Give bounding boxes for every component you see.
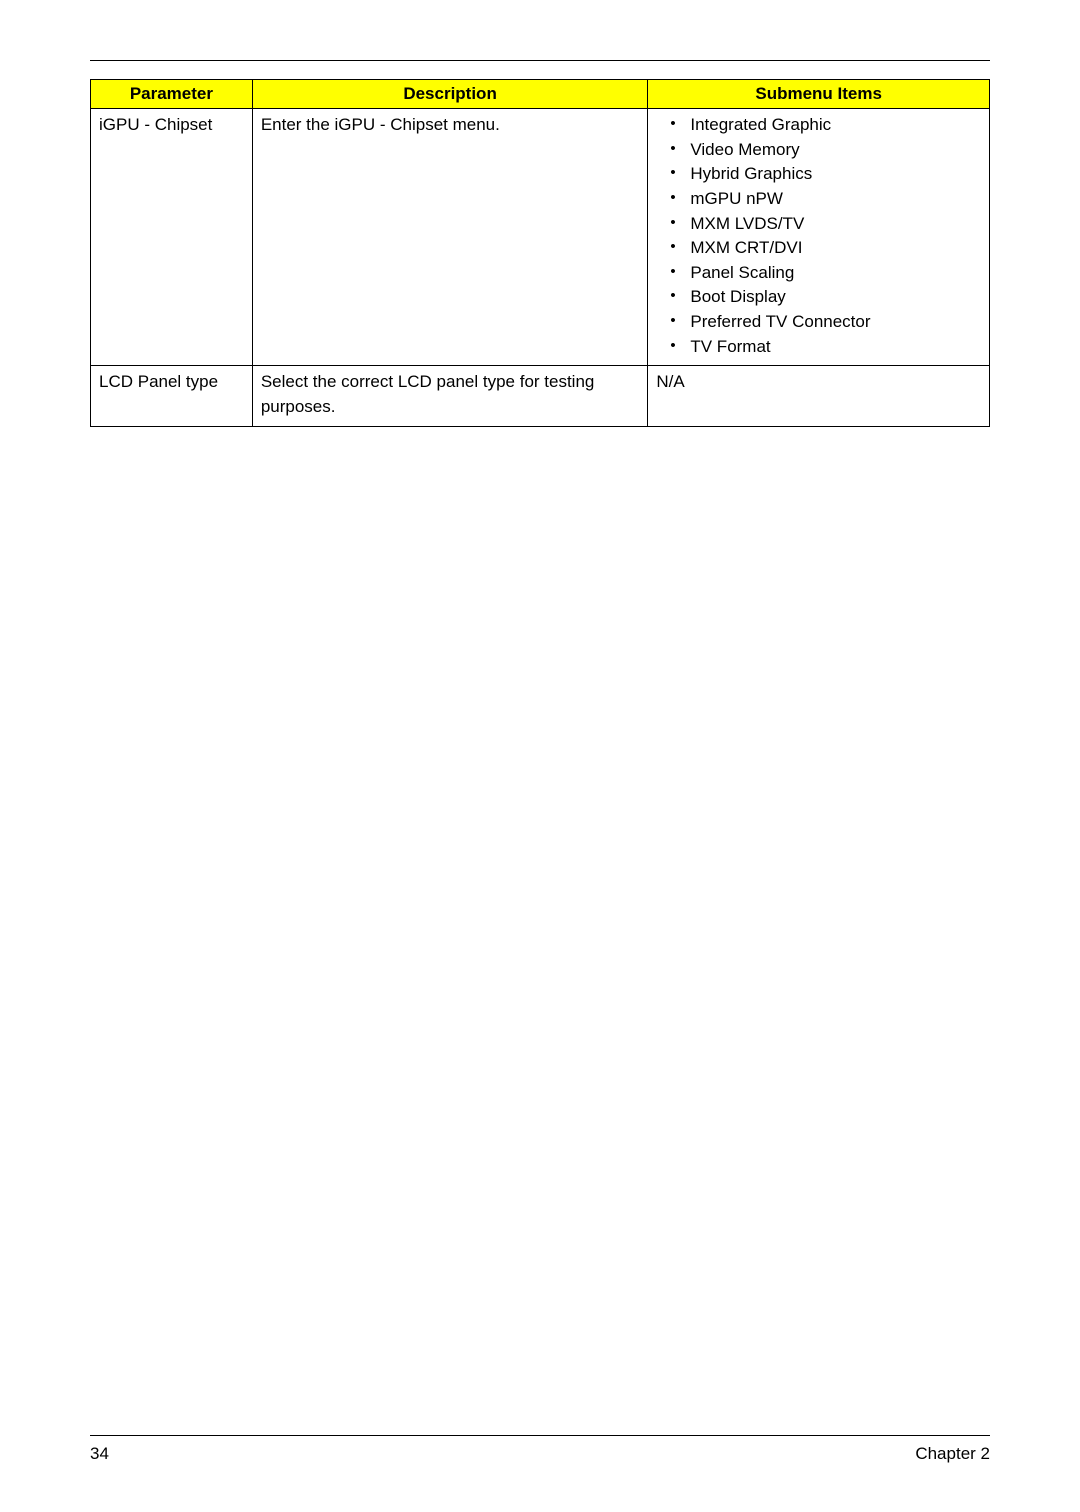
list-item: Panel Scaling: [656, 261, 981, 286]
chapter-label: Chapter 2: [915, 1444, 990, 1464]
cell-parameter: LCD Panel type: [91, 366, 253, 426]
table-row: LCD Panel type Select the correct LCD pa…: [91, 366, 990, 426]
cell-submenu: Integrated Graphic Video Memory Hybrid G…: [648, 109, 990, 366]
list-item: MXM LVDS/TV: [656, 212, 981, 237]
list-item: Hybrid Graphics: [656, 162, 981, 187]
list-item: Integrated Graphic: [656, 113, 981, 138]
rule-top: [90, 60, 990, 61]
header-description: Description: [252, 80, 648, 109]
table-header-row: Parameter Description Submenu Items: [91, 80, 990, 109]
list-item: Boot Display: [656, 285, 981, 310]
header-submenu: Submenu Items: [648, 80, 990, 109]
page: Parameter Description Submenu Items iGPU…: [0, 0, 1080, 1512]
submenu-list: Integrated Graphic Video Memory Hybrid G…: [656, 113, 981, 359]
page-number: 34: [90, 1444, 109, 1464]
rule-bottom: [90, 1435, 990, 1436]
cell-description: Select the correct LCD panel type for te…: [252, 366, 648, 426]
header-parameter: Parameter: [91, 80, 253, 109]
cell-description: Enter the iGPU - Chipset menu.: [252, 109, 648, 366]
list-item: mGPU nPW: [656, 187, 981, 212]
list-item: TV Format: [656, 335, 981, 360]
footer: 34 Chapter 2: [90, 1435, 990, 1464]
footer-row: 34 Chapter 2: [90, 1444, 990, 1464]
list-item: MXM CRT/DVI: [656, 236, 981, 261]
parameter-table: Parameter Description Submenu Items iGPU…: [90, 79, 990, 427]
list-item: Preferred TV Connector: [656, 310, 981, 335]
cell-submenu: N/A: [648, 366, 990, 426]
list-item: Video Memory: [656, 138, 981, 163]
cell-parameter: iGPU - Chipset: [91, 109, 253, 366]
table-row: iGPU - Chipset Enter the iGPU - Chipset …: [91, 109, 990, 366]
